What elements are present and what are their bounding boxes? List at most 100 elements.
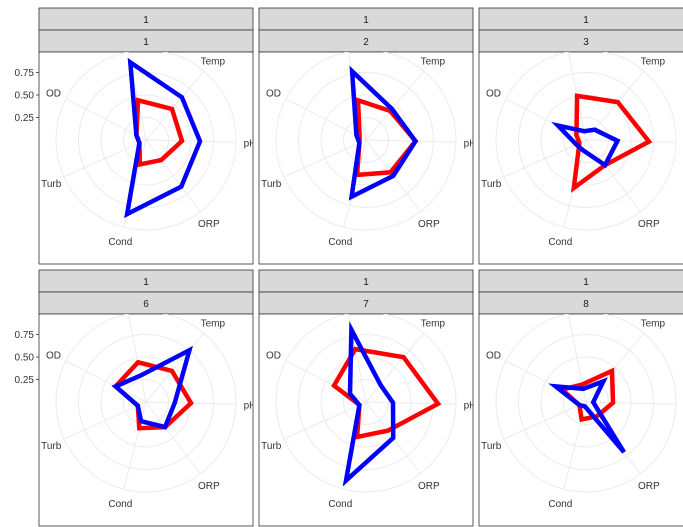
ytick-label: 0.75: [15, 330, 35, 341]
grid-ring: [55, 314, 237, 493]
grid-spoke: [63, 401, 147, 440]
axis-label-ph: pH: [244, 139, 257, 150]
ytick-label: 0.75: [15, 68, 35, 79]
facet-panel: 16TemppHORPCondTurbODSTD0.750.500.25: [15, 269, 257, 527]
grid-spoke: [145, 401, 201, 475]
grid-spoke: [283, 401, 367, 440]
grid-ring: [298, 334, 434, 470]
grid-ring: [518, 72, 654, 208]
axis-label-temp: Temp: [421, 318, 446, 329]
grid-spoke: [585, 401, 676, 405]
panel-content: TemppHORPCondTurbODSTD: [481, 314, 677, 510]
grid-ring: [275, 314, 457, 493]
grid-ring: [563, 117, 609, 163]
axis-label-turb: Turb: [41, 441, 62, 452]
axis-label-turb: Turb: [481, 441, 502, 452]
panel-content: TemppHORPCondTurbODSTD: [481, 52, 677, 248]
grid-ring: [518, 334, 654, 470]
grid-ring: [495, 314, 677, 493]
facet-strip-top-label: 1: [583, 277, 589, 288]
facet-strip-top: [478, 7, 683, 31]
ytick-label: 0.50: [15, 91, 35, 102]
axis-label-ph: pH: [464, 139, 477, 150]
facet-panel: 18TemppHORPCondTurbODSTD: [478, 269, 683, 527]
grid-spoke: [505, 360, 587, 403]
grid-spoke: [503, 139, 587, 178]
grid-ring: [495, 52, 677, 231]
grid-spoke: [65, 98, 147, 141]
grid-ring: [320, 94, 412, 186]
grid-spoke: [505, 98, 587, 141]
axis-label-orp: ORP: [198, 481, 220, 492]
grid-ring: [343, 379, 389, 425]
series-polygon-red: [557, 367, 616, 423]
axis-label-turb: Turb: [41, 179, 62, 190]
axis-label-temp: Temp: [421, 56, 446, 67]
facet-strip-bottom-label: 6: [143, 299, 149, 310]
grid-spoke: [145, 139, 201, 213]
grid-spoke: [63, 139, 147, 178]
facet-panel: 13TemppHORPCondTurbODSTD: [478, 7, 683, 265]
grid-spoke: [145, 139, 236, 143]
facet-strip-top-label: 1: [583, 15, 589, 26]
grid-spoke: [585, 332, 645, 403]
axis-label-od: OD: [46, 89, 61, 100]
series-polygon-blue: [551, 121, 621, 169]
axis-label-cond: Cond: [548, 237, 572, 248]
facet-strip-bottom: [478, 291, 683, 315]
panel-background: [258, 313, 474, 527]
series-polygon-blue: [342, 320, 396, 487]
axis-label-cond: Cond: [548, 499, 572, 510]
grid-spoke: [365, 70, 425, 141]
series-polygon-blue: [348, 65, 419, 201]
axis-label-orp: ORP: [638, 481, 660, 492]
panel-background: [38, 51, 254, 265]
grid-spoke: [347, 52, 367, 141]
axis-label-ph: pH: [464, 401, 477, 412]
grid-ring: [275, 52, 457, 231]
axis-label-cond: Cond: [108, 499, 132, 510]
facet-strip-top-label: 1: [143, 15, 149, 26]
axis-label-temp: Temp: [201, 318, 226, 329]
grid-ring: [563, 379, 609, 425]
facet-strip-bottom-label: 7: [363, 299, 369, 310]
facet-strip-bottom-label: 1: [143, 37, 149, 48]
facet-strip-top-label: 1: [363, 15, 369, 26]
facet-strip-bottom: [478, 29, 683, 53]
axis-label-temp: Temp: [201, 56, 226, 67]
grid-spoke: [503, 401, 587, 440]
axis-label-od: OD: [486, 351, 501, 362]
grid-ring: [343, 117, 389, 163]
axis-label-orp: ORP: [638, 219, 660, 230]
axis-label-cond: Cond: [328, 237, 352, 248]
axis-label-temp: Temp: [641, 56, 666, 67]
grid-spoke: [365, 139, 456, 143]
panel-content: TemppHORPCondTurbODSTD: [261, 314, 477, 510]
facet-strip-bottom-label: 8: [583, 299, 589, 310]
grid-spoke: [145, 70, 205, 141]
axis-label-od: OD: [486, 89, 501, 100]
facet-strip-top: [478, 269, 683, 293]
axis-label-turb: Turb: [481, 179, 502, 190]
axis-label-cond: Cond: [108, 237, 132, 248]
series-polygon-blue: [124, 57, 203, 219]
grid-ring: [78, 334, 214, 470]
axis-label-temp: Temp: [641, 318, 666, 329]
ytick-label: 0.25: [15, 375, 35, 386]
panel-content: TemppHORPCondTurbODSTD: [261, 52, 477, 248]
facet-panel: 17TemppHORPCondTurbODSTD: [258, 269, 477, 527]
axis-label-ph: pH: [244, 401, 257, 412]
axis-label-turb: Turb: [261, 179, 282, 190]
grid-spoke: [585, 139, 641, 213]
grid-ring: [298, 72, 434, 208]
facet-panel: 11TemppHORPCondTurbODSTD0.750.500.25: [15, 7, 257, 265]
grid-spoke: [145, 332, 205, 403]
grid-ring: [100, 94, 192, 186]
grid-spoke: [365, 332, 425, 403]
axis-label-od: OD: [266, 89, 281, 100]
axis-label-orp: ORP: [418, 219, 440, 230]
axis-label-od: OD: [266, 351, 281, 362]
grid-spoke: [585, 139, 676, 143]
grid-ring: [540, 356, 632, 448]
